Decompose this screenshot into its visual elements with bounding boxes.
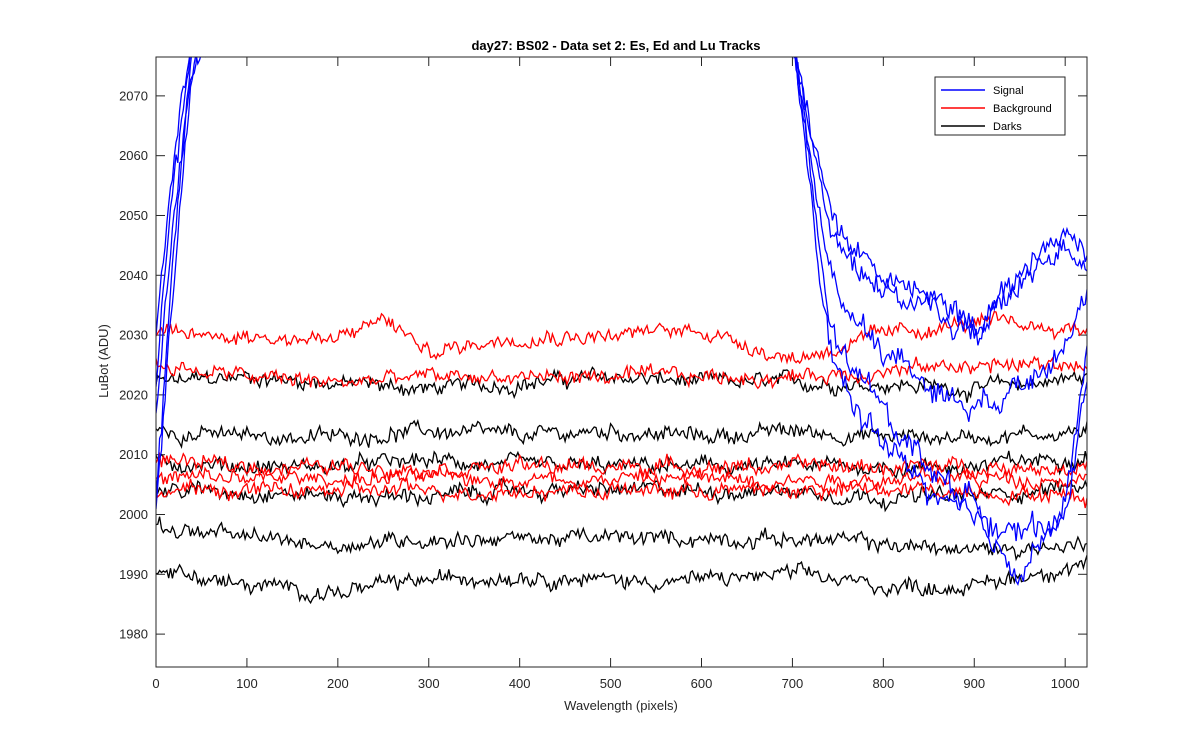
x-tick-label: 500: [600, 676, 622, 691]
series-line-darks-6: [156, 555, 1087, 605]
x-tick-label: 300: [418, 676, 440, 691]
series-line-signal-3: [156, 57, 1087, 422]
y-axis-label: LuBot (ADU): [96, 324, 111, 398]
plot-frame: [155, 56, 1088, 668]
legend-label-darks: Darks: [993, 121, 1022, 133]
y-tick-label: 2060: [119, 148, 148, 163]
x-tick-label: 400: [509, 676, 531, 691]
x-tick-label: 900: [963, 676, 985, 691]
series-line-background-2: [156, 355, 1087, 390]
y-tick-label: 2030: [119, 328, 148, 343]
series-layer: [156, 57, 1087, 605]
y-tick-label: 2020: [119, 387, 148, 402]
x-tick-label: 700: [782, 676, 804, 691]
x-tick-label: 800: [872, 676, 894, 691]
series-line-signal-1: [156, 57, 1087, 542]
x-tick-label: 100: [236, 676, 258, 691]
y-tick-label: 1990: [119, 567, 148, 582]
series-line-signal-2: [156, 57, 1087, 587]
y-tick-label: 2070: [119, 88, 148, 103]
chart-title: day27: BS02 - Data set 2: Es, Ed and Lu …: [471, 38, 760, 53]
series-line-background-5: [156, 475, 1087, 509]
legend: Signal Background Darks: [934, 76, 1066, 136]
x-tick-label: 0: [152, 676, 159, 691]
series-line-signal-4: [156, 57, 1087, 387]
x-tick-label: 600: [691, 676, 713, 691]
y-tick-labels: 1980 1990 2000 2010 2020 2030 2040 2050 2060 2070: [119, 88, 148, 641]
series-line-darks-2: [156, 418, 1087, 450]
y-tick-label: 2010: [119, 447, 148, 462]
y-tick-label: 1980: [119, 627, 148, 642]
series-line-signal-5: [156, 57, 1087, 337]
plot-clip: [156, 57, 1087, 605]
x-axis-label: Wavelength (pixels): [564, 698, 678, 713]
legend-label-background: Background: [993, 103, 1052, 115]
y-tick-label: 2040: [119, 268, 148, 283]
x-tick-label: 200: [327, 676, 349, 691]
x-tick-labels: 0 100 200 300 400 500 600 700 800 900 1000: [152, 676, 1079, 691]
series-line-background-3: [156, 451, 1087, 481]
series-line-darks-5: [156, 516, 1087, 562]
y-tick-label: 2050: [119, 208, 148, 223]
series-line-background-1: [156, 310, 1087, 365]
x-tick-label: 1000: [1051, 676, 1080, 691]
legend-label-signal: Signal: [993, 85, 1024, 97]
y-tick-label: 2000: [119, 507, 148, 522]
series-line-darks-4: [156, 478, 1087, 513]
plot-area: [156, 57, 1087, 667]
